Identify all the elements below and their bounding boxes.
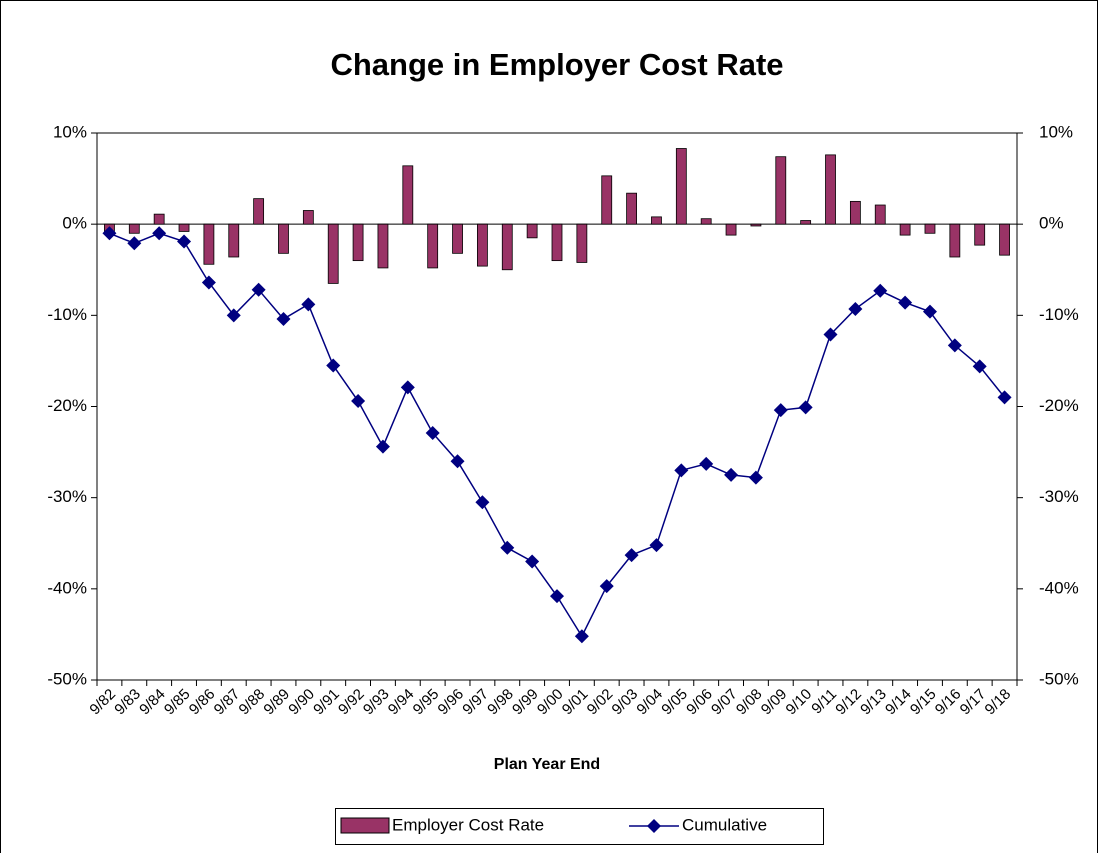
marker xyxy=(127,236,142,251)
bar xyxy=(128,223,140,234)
marker xyxy=(848,301,863,316)
bar xyxy=(725,223,737,236)
marker xyxy=(400,380,415,395)
chart-title: Change in Employer Cost Rate xyxy=(330,47,783,82)
marker xyxy=(873,283,888,298)
marker xyxy=(624,548,639,563)
bar xyxy=(849,200,861,225)
y-tick-label: -30% xyxy=(47,487,87,506)
bar xyxy=(874,204,886,225)
legend-box xyxy=(335,808,824,845)
y-tick-label: 10% xyxy=(53,122,87,141)
marker xyxy=(699,456,714,471)
bar xyxy=(750,223,762,227)
marker xyxy=(773,403,788,418)
legend-label: Employer Cost Rate xyxy=(392,815,544,834)
bar xyxy=(377,223,389,269)
bar xyxy=(153,213,165,225)
marker xyxy=(674,463,689,478)
y2-tick-label: 10% xyxy=(1039,122,1073,141)
y2-tick-label: -50% xyxy=(1039,669,1079,688)
y-tick-label: -40% xyxy=(47,578,87,597)
bar xyxy=(775,156,787,225)
marker xyxy=(649,538,664,553)
marker xyxy=(375,439,390,454)
bar xyxy=(601,175,613,225)
bar xyxy=(999,223,1010,256)
y2-tick-label: -40% xyxy=(1039,578,1079,597)
bar xyxy=(551,223,563,262)
marker xyxy=(450,454,465,469)
y-tick-label: -10% xyxy=(47,305,87,324)
marker xyxy=(500,540,515,555)
marker xyxy=(550,589,564,604)
legend-label: Cumulative xyxy=(682,815,767,834)
y2-tick-label: 0% xyxy=(1039,214,1064,233)
bar xyxy=(302,210,314,225)
legend-swatch xyxy=(340,817,390,834)
bar xyxy=(228,223,240,258)
bar xyxy=(576,223,588,263)
bar xyxy=(452,223,463,254)
bar xyxy=(477,223,488,267)
marker xyxy=(898,295,913,310)
legend-marker xyxy=(647,819,661,833)
y-tick-label: -20% xyxy=(47,396,87,415)
y2-tick-label: -20% xyxy=(1039,396,1079,415)
marker xyxy=(425,425,440,440)
bar xyxy=(526,223,538,239)
marker xyxy=(798,400,813,415)
bar xyxy=(203,223,215,265)
bar xyxy=(974,223,986,246)
marker xyxy=(724,467,739,482)
marker xyxy=(748,470,763,485)
bar xyxy=(949,223,961,258)
marker xyxy=(251,282,266,297)
y-tick-label: -50% xyxy=(47,669,87,688)
marker xyxy=(301,297,316,312)
marker xyxy=(475,495,490,510)
bar xyxy=(700,218,712,225)
y2-tick-label: -10% xyxy=(1039,305,1079,324)
marker xyxy=(997,390,1012,405)
marker xyxy=(972,359,987,374)
marker xyxy=(152,226,167,241)
marker xyxy=(226,308,241,323)
bar xyxy=(278,223,289,254)
bar xyxy=(651,216,662,225)
marker xyxy=(201,275,216,290)
y2-tick-label: -30% xyxy=(1039,487,1079,506)
marker xyxy=(525,554,540,569)
marker xyxy=(922,304,937,319)
marker xyxy=(599,579,614,594)
bar xyxy=(427,223,439,269)
marker xyxy=(326,358,341,373)
bar xyxy=(924,223,936,234)
marker xyxy=(947,338,962,353)
bar xyxy=(899,223,911,236)
bar xyxy=(327,223,339,284)
bar xyxy=(352,223,364,262)
bar xyxy=(178,223,190,232)
bar xyxy=(675,148,687,225)
marker xyxy=(102,226,117,241)
bar xyxy=(825,154,836,225)
bar xyxy=(626,192,637,225)
bar xyxy=(800,220,812,225)
marker xyxy=(351,394,366,409)
marker xyxy=(823,327,838,342)
bar xyxy=(501,223,513,271)
marker xyxy=(177,234,192,249)
marker xyxy=(574,629,589,644)
bar xyxy=(253,198,265,225)
y-tick-label: 0% xyxy=(62,214,87,233)
x-axis-title: Plan Year End xyxy=(494,756,600,773)
bar xyxy=(402,165,414,225)
marker xyxy=(276,311,291,326)
